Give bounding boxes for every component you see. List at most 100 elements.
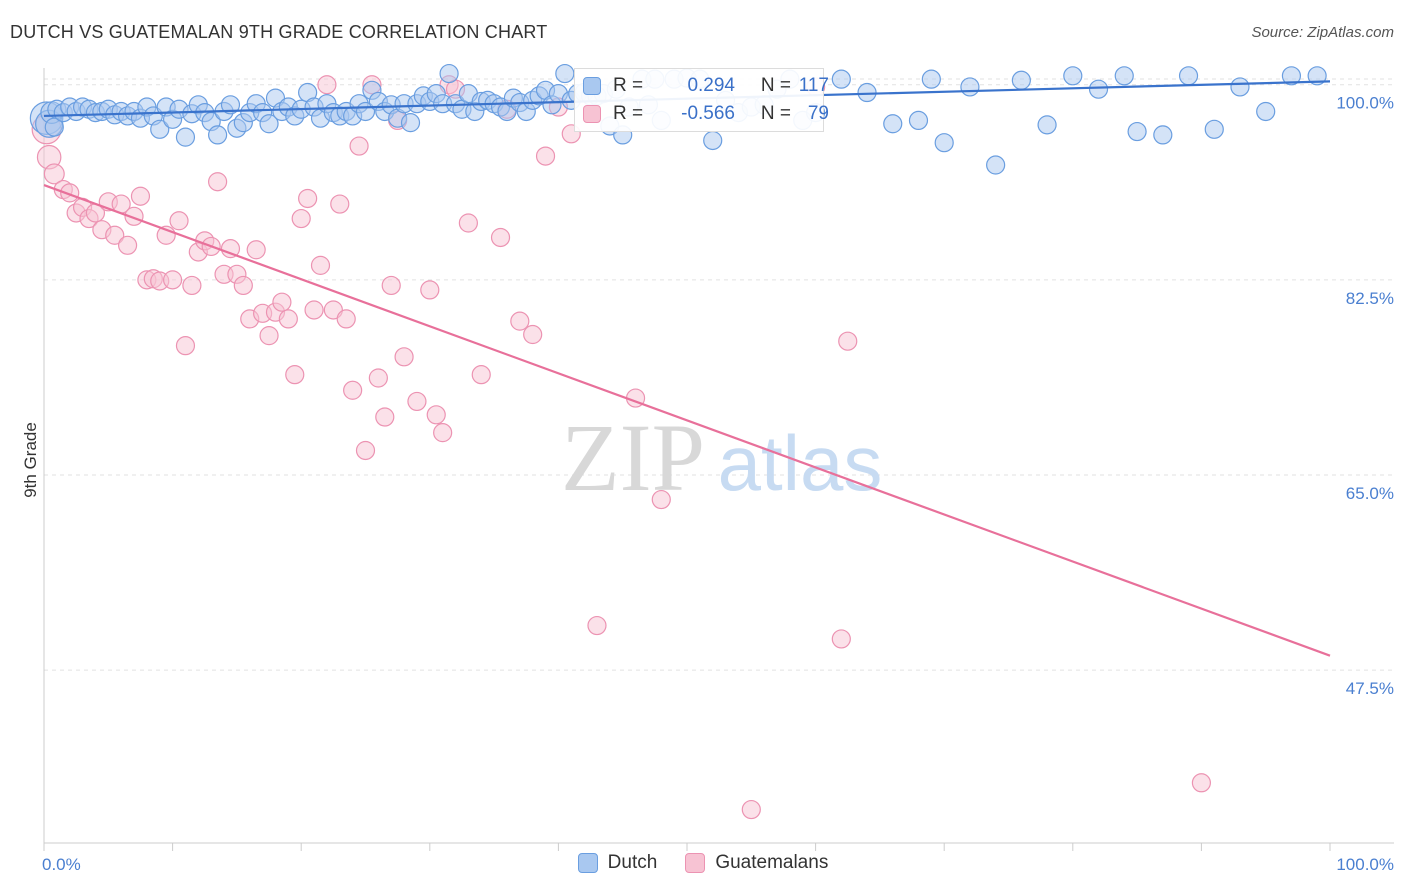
trend-lines <box>43 80 1331 657</box>
guatemalan-n-label: N = <box>760 103 791 124</box>
guatemalan-point <box>426 405 446 425</box>
guatemalan-point <box>741 799 761 820</box>
guatemalan-point <box>105 225 125 245</box>
dutch-point <box>220 95 241 115</box>
watermark: ZIP atlas <box>561 404 882 511</box>
dutch-point <box>1063 66 1083 86</box>
guatemalan-n-value: 79 <box>807 103 829 124</box>
guatemalan-point <box>220 239 241 259</box>
guatemalan-point <box>381 275 401 296</box>
guatemalan-point <box>233 275 253 296</box>
dutch-point <box>921 69 941 89</box>
guatemalan-point <box>259 326 279 346</box>
dutch-point <box>1088 79 1109 99</box>
guatemalan-point <box>43 163 65 185</box>
guatemalan-point <box>336 309 356 329</box>
stats-row-dutch: R = 0.294 N = 117 <box>583 73 829 99</box>
dutch-point <box>259 114 279 134</box>
x-tick-label: 100.0% <box>1336 855 1394 874</box>
guatemalan-point <box>510 311 530 331</box>
guatemalan-point <box>831 629 851 649</box>
dutch-point <box>439 63 459 84</box>
stats-row-guatemalan: R = -0.566 N = 79 <box>583 101 829 127</box>
dutch-point <box>934 133 954 153</box>
guatemalan-point <box>291 208 311 229</box>
y-tick-label: 47.5% <box>1346 679 1394 698</box>
dutch-point <box>1230 77 1250 97</box>
guatemalan-point <box>1191 773 1212 793</box>
guatemalan-point <box>130 186 151 206</box>
dutch-r-value: 0.294 <box>687 75 735 96</box>
dutch-point <box>175 127 196 147</box>
tick-labels: 100.0% 82.5% 65.0% 47.5% 0.0% 100.0% <box>42 94 1394 874</box>
guatemalan-point <box>375 407 395 427</box>
guatemalan-point <box>433 423 453 443</box>
guatemalan-r-label: R = <box>613 103 644 124</box>
y-tick-label: 65.0% <box>1346 484 1394 503</box>
watermark-zip: ZIP <box>561 404 705 511</box>
watermark-atlas: atlas <box>718 419 883 507</box>
dutch-point <box>1011 70 1031 90</box>
dutch-point <box>703 130 723 151</box>
gridlines <box>44 78 1394 671</box>
dutch-swatch <box>583 77 601 95</box>
dutch-point <box>1281 66 1302 86</box>
dutch-n-label: N = <box>760 75 791 96</box>
chart-title: DUTCH VS GUATEMALAN 9TH GRADE CORRELATIO… <box>10 22 548 42</box>
guatemalan-point <box>420 280 440 300</box>
dutch-point <box>986 155 1006 175</box>
guatemalan-point <box>304 300 324 320</box>
guatemalan-point <box>310 255 331 275</box>
guatemalan-point <box>651 489 671 510</box>
guatemalan-point <box>272 292 292 312</box>
legend-item-guatemalans[interactable]: Guatemalans <box>685 852 828 874</box>
dutch-point <box>908 110 929 131</box>
guatemalan-point <box>208 172 228 192</box>
dutch-point <box>1307 66 1327 86</box>
guatemalan-point <box>285 365 305 385</box>
guatemalan-point <box>169 211 189 231</box>
legend-dutch-swatch <box>577 853 598 873</box>
guatemalan-point <box>535 146 556 166</box>
guatemalan-point <box>246 240 266 260</box>
legend-guatemalans-swatch <box>685 853 706 873</box>
guatemalan-point <box>838 331 858 351</box>
y-axis-label: 9th Grade <box>21 422 40 498</box>
guatemalan-point <box>355 440 376 461</box>
axes <box>43 68 1394 851</box>
guatemalan-point <box>117 235 138 255</box>
guatemalan-point <box>587 615 607 636</box>
guatemalan-point <box>182 275 202 296</box>
guatemalan-point <box>175 336 196 356</box>
dutch-n-value: 117 <box>798 75 829 96</box>
dutch-point <box>883 114 903 134</box>
dutch-point <box>1114 66 1134 86</box>
guatemalan-point <box>394 347 414 367</box>
y-tick-label: 100.0% <box>1336 94 1394 113</box>
dutch-r-label: R = <box>613 75 644 96</box>
guatemalan-point <box>349 136 369 156</box>
guatemalan-r-value: -0.566 <box>681 103 735 124</box>
dutch-point <box>1127 121 1147 142</box>
dutch-point <box>400 113 421 133</box>
legend-item-dutch[interactable]: Dutch <box>577 852 658 874</box>
guatemalan-point <box>523 324 543 345</box>
guatemalan-point <box>458 213 478 233</box>
dutch-point <box>1256 101 1276 122</box>
bottom-legend: Dutch Guatemalans <box>0 852 1406 874</box>
guatemalan-point <box>490 227 511 248</box>
dutch-point <box>1204 119 1224 139</box>
source-label: Source: ZipAtlas.com <box>1251 24 1394 41</box>
guatemalan-point <box>330 194 350 214</box>
x-tick-label: 0.0% <box>42 855 81 874</box>
legend-dutch-label: Dutch <box>607 852 658 873</box>
dutch-point <box>831 69 851 89</box>
dutch-point <box>960 77 980 97</box>
guatemalan-point <box>343 380 363 400</box>
guatemalan-trend-line <box>43 184 1331 657</box>
dutch-point <box>555 63 575 84</box>
dutch-point <box>208 125 228 145</box>
guatemalan-point <box>317 75 337 95</box>
guatemalan-point <box>298 188 318 209</box>
